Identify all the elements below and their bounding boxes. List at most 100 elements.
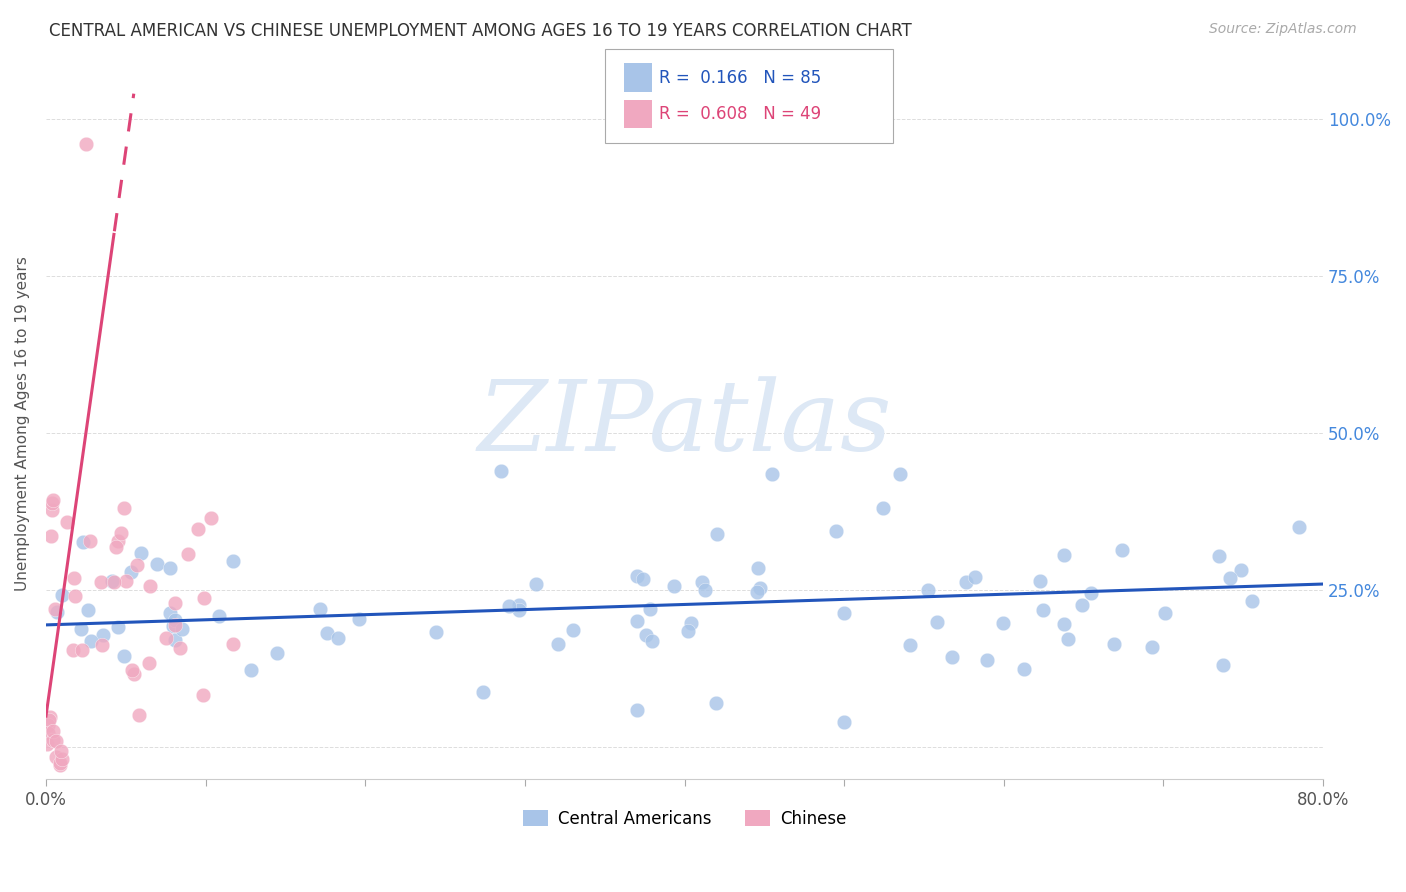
- Point: [62, 643, 84, 657]
- Text: CENTRAL AMERICAN VS CHINESE UNEMPLOYMENT AMONG AGES 16 TO 19 YEARS CORRELATION C: CENTRAL AMERICAN VS CHINESE UNEMPLOYMENT…: [49, 22, 912, 40]
- Point: [70, 622, 93, 636]
- Point: [80, 634, 103, 648]
- Point: [898, 638, 921, 652]
- Point: [315, 625, 337, 640]
- Point: [115, 574, 138, 589]
- Point: [103, 574, 125, 589]
- Point: [1053, 616, 1076, 631]
- Point: [1080, 586, 1102, 600]
- Point: [266, 647, 288, 661]
- Point: [825, 524, 848, 539]
- Point: [128, 707, 150, 722]
- Point: [63, 589, 86, 603]
- Point: [79, 534, 101, 549]
- Point: [163, 617, 186, 632]
- Point: [681, 616, 703, 631]
- Point: [626, 703, 648, 717]
- Point: [112, 649, 135, 664]
- Point: [129, 546, 152, 560]
- Point: [941, 650, 963, 665]
- Legend: Central Americans, Chinese: Central Americans, Chinese: [516, 803, 853, 835]
- Point: [347, 612, 370, 626]
- Point: [90, 574, 112, 589]
- Point: [51, 752, 73, 766]
- Point: [1032, 603, 1054, 617]
- Point: [162, 619, 184, 633]
- Point: [240, 663, 263, 677]
- Point: [1230, 563, 1253, 577]
- Point: [965, 570, 987, 584]
- Point: [925, 615, 948, 629]
- Point: [121, 664, 143, 678]
- Point: [159, 607, 181, 621]
- Point: [107, 620, 129, 634]
- Point: [107, 533, 129, 548]
- Text: Source: ZipAtlas.com: Source: ZipAtlas.com: [1209, 22, 1357, 37]
- Point: [38, 713, 60, 727]
- Point: [70, 643, 93, 657]
- Point: [690, 575, 713, 590]
- Point: [508, 603, 530, 617]
- Point: [55, 515, 77, 529]
- Point: [1111, 543, 1133, 558]
- Text: R =  0.166   N = 85: R = 0.166 N = 85: [659, 69, 821, 87]
- Point: [626, 568, 648, 582]
- Point: [163, 596, 186, 610]
- Point: [678, 624, 700, 639]
- Point: [37, 717, 59, 731]
- Point: [748, 581, 770, 595]
- Point: [177, 547, 200, 561]
- Point: [208, 609, 231, 624]
- Point: [91, 638, 114, 652]
- Point: [155, 631, 177, 645]
- Point: [326, 631, 349, 645]
- Point: [1154, 606, 1177, 620]
- Point: [1012, 662, 1035, 676]
- Point: [1241, 594, 1264, 608]
- Point: [187, 522, 209, 536]
- Point: [145, 557, 167, 571]
- Point: [100, 574, 122, 589]
- Point: [39, 529, 62, 543]
- Point: [747, 561, 769, 575]
- Point: [120, 565, 142, 579]
- Point: [37, 726, 59, 740]
- Point: [471, 685, 494, 699]
- Point: [193, 591, 215, 605]
- Point: [1219, 571, 1241, 585]
- Point: [44, 602, 66, 616]
- Point: [91, 628, 114, 642]
- Point: [1053, 549, 1076, 563]
- Point: [832, 606, 855, 620]
- Point: [640, 633, 662, 648]
- Point: [1208, 549, 1230, 563]
- Point: [955, 575, 977, 590]
- Point: [508, 598, 530, 612]
- Point: [39, 710, 62, 724]
- Point: [46, 606, 69, 620]
- Point: [524, 577, 547, 591]
- Point: [917, 583, 939, 598]
- Point: [51, 744, 73, 758]
- Point: [664, 579, 686, 593]
- Y-axis label: Unemployment Among Ages 16 to 19 years: Unemployment Among Ages 16 to 19 years: [15, 256, 30, 591]
- Point: [77, 602, 100, 616]
- Point: [170, 622, 193, 636]
- Point: [832, 715, 855, 730]
- Point: [633, 572, 655, 586]
- Point: [41, 496, 63, 510]
- Text: ZIPatlas: ZIPatlas: [477, 376, 891, 471]
- Point: [41, 503, 63, 517]
- Point: [695, 583, 717, 598]
- Point: [425, 625, 447, 640]
- Point: [1102, 637, 1125, 651]
- Point: [489, 464, 512, 478]
- Point: [165, 633, 187, 648]
- Point: [200, 511, 222, 525]
- Point: [35, 738, 58, 752]
- Point: [222, 637, 245, 651]
- Point: [561, 624, 583, 638]
- Point: [75, 136, 97, 151]
- Text: R =  0.608   N = 49: R = 0.608 N = 49: [659, 105, 821, 123]
- Point: [638, 602, 661, 616]
